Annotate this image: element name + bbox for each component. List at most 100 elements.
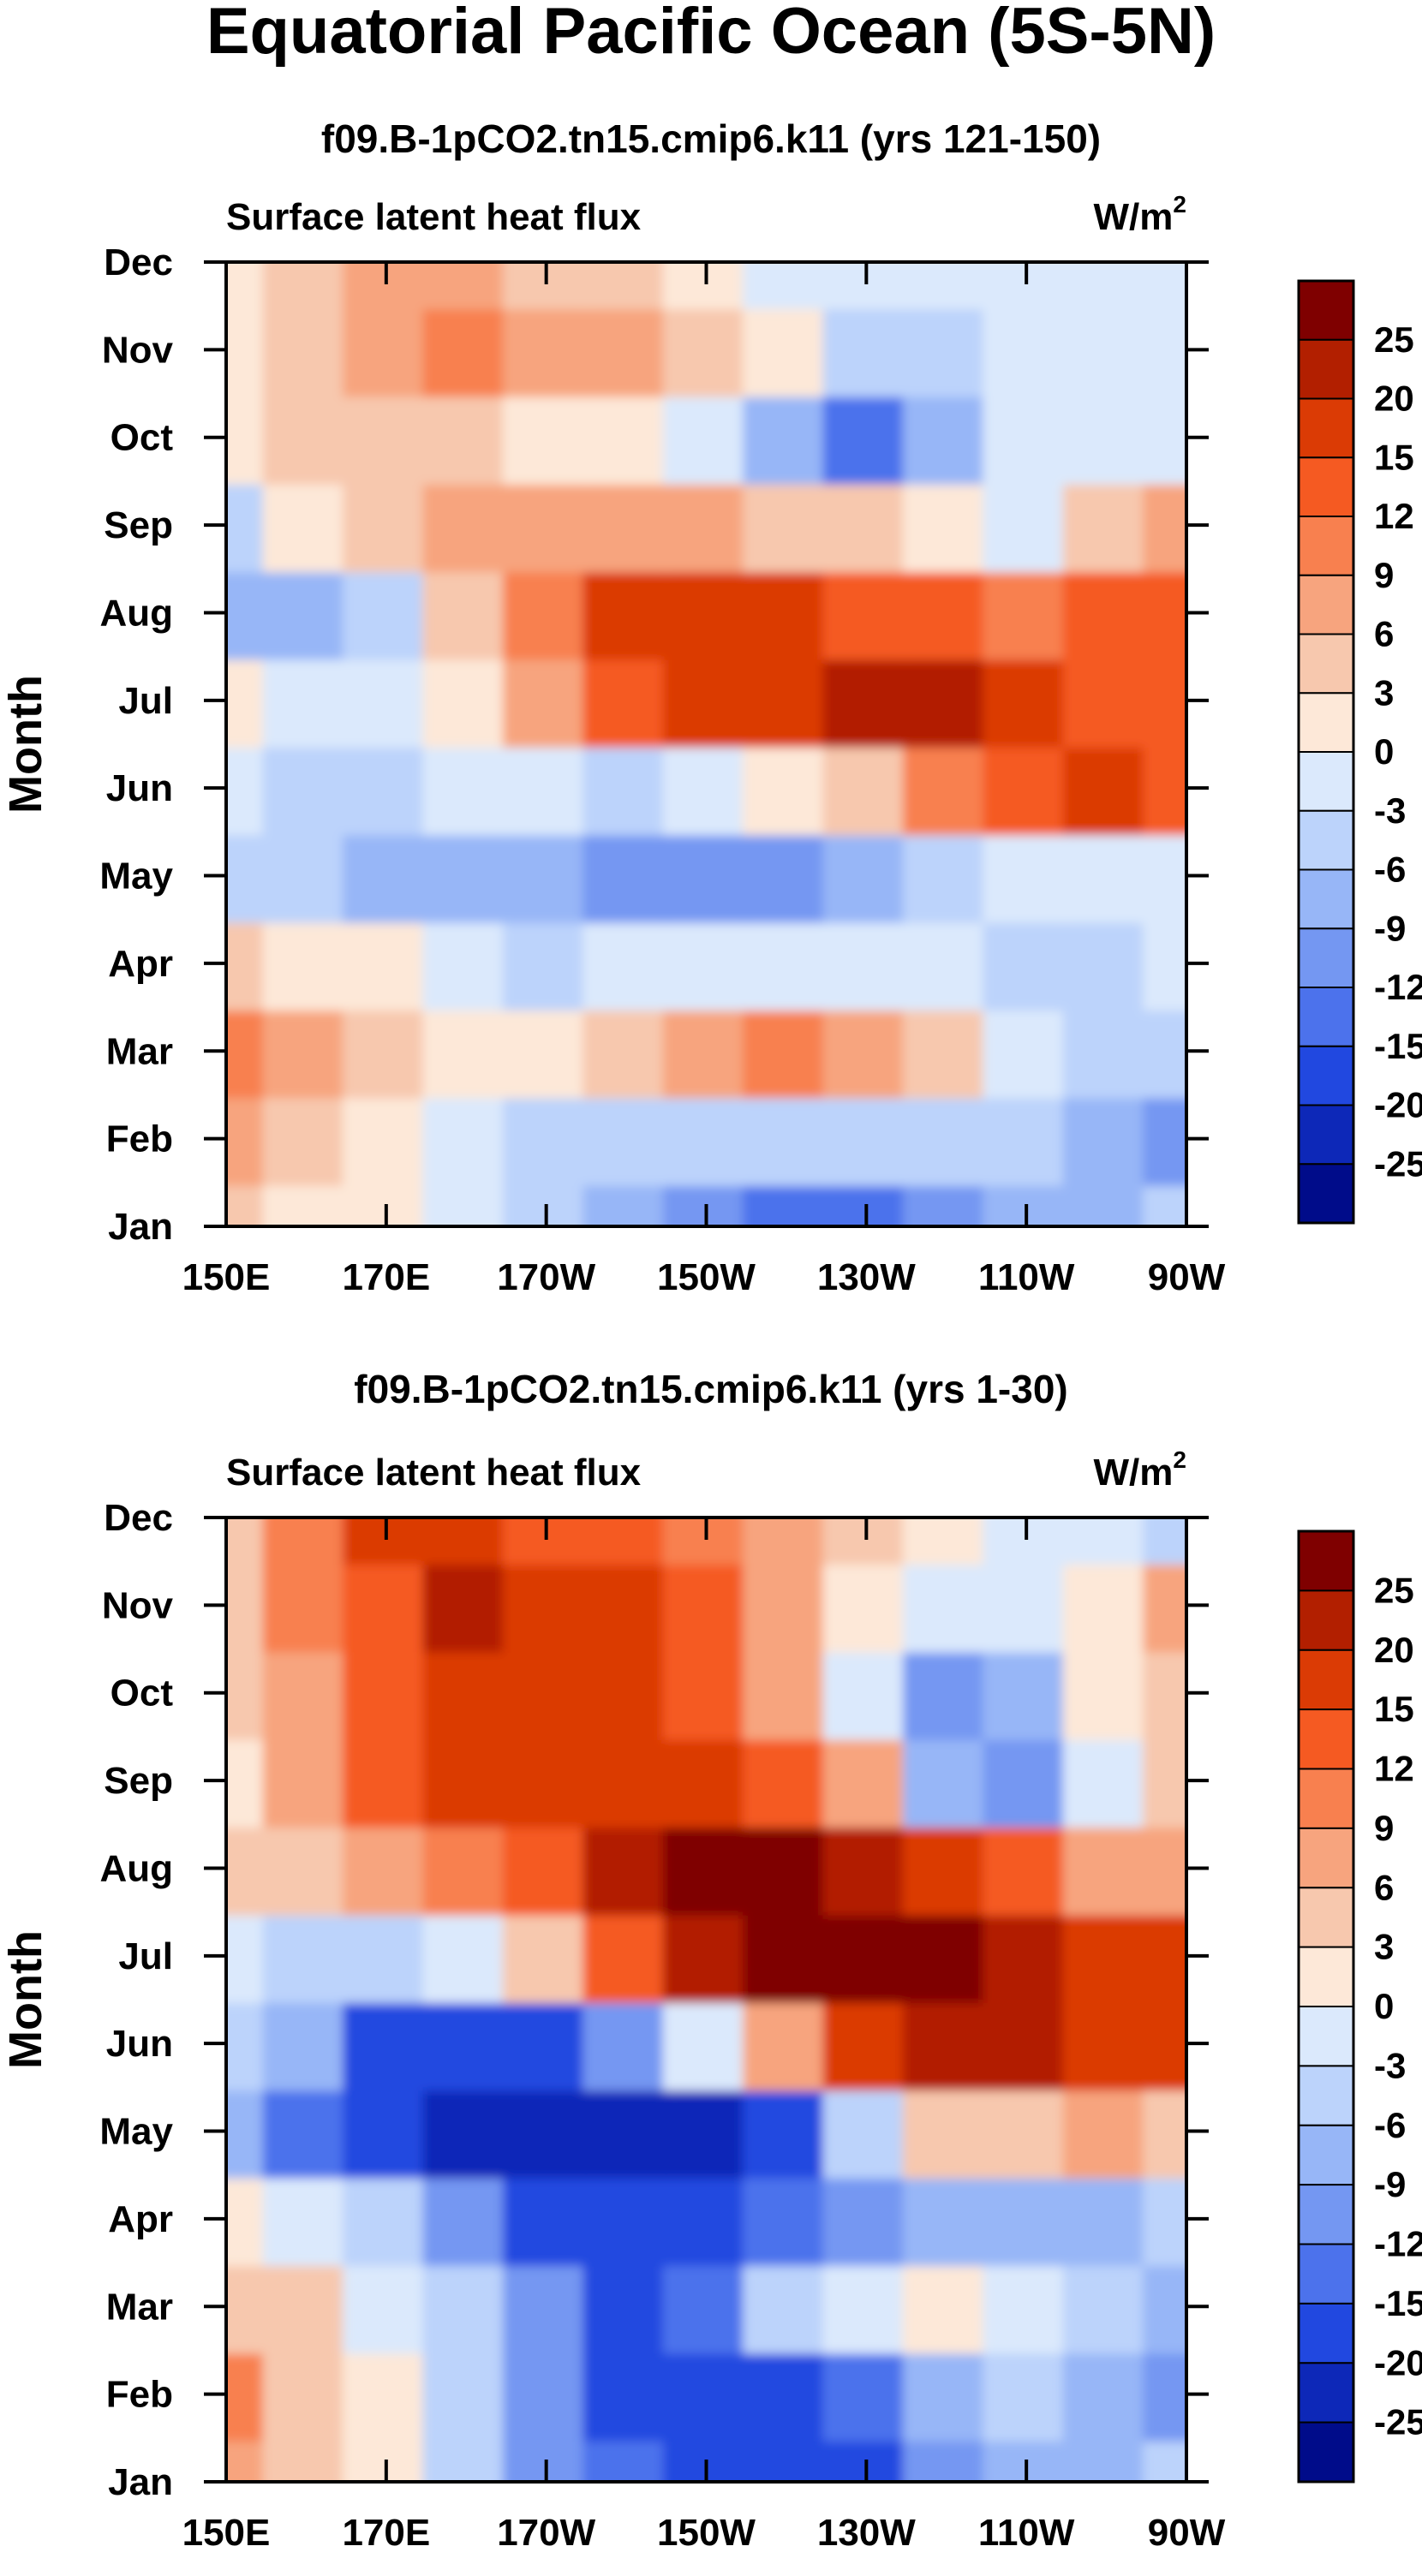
field-cell xyxy=(903,653,990,748)
field-cell xyxy=(226,477,270,573)
panel-2-x-axis: 150E 170E 170W 150W 130W 110W 90W xyxy=(182,1518,1226,2554)
field-cell xyxy=(1062,653,1150,748)
colorbar-label: -25 xyxy=(1374,1143,1422,1184)
field-cell xyxy=(903,915,990,1011)
field-cell xyxy=(1143,1091,1186,1186)
field-cell xyxy=(1062,302,1150,397)
field-cell xyxy=(503,2346,590,2442)
field-cell xyxy=(822,1821,910,1916)
colorbar-swatch xyxy=(1298,2184,1354,2245)
field-cell xyxy=(903,741,990,836)
panel-1-units-text: W/m xyxy=(1094,196,1174,238)
field-cell xyxy=(262,1004,350,1099)
field-cell xyxy=(822,1558,910,1653)
colorbar-label: 3 xyxy=(1374,1927,1394,1967)
colorbar-swatch xyxy=(1298,1708,1354,1770)
field-cell xyxy=(226,565,270,660)
field-cell xyxy=(1143,390,1186,485)
field-cell xyxy=(1143,477,1186,573)
field-cell xyxy=(1143,302,1186,397)
field-cell xyxy=(743,2259,830,2354)
panel-2-colorbar: 25 20 15 12 9 6 3 0 -3 -6 -9 -12 -15 -20 -25 xyxy=(1297,1530,1422,2484)
y-tick-label: Jul xyxy=(118,680,173,722)
field-cell xyxy=(1143,1908,1186,2003)
field-cell xyxy=(822,1645,910,1740)
field-cell xyxy=(583,262,670,310)
colorbar-swatch xyxy=(1298,927,1354,989)
field-cell xyxy=(822,1732,910,1828)
field-cell xyxy=(583,1518,670,1565)
field-cell xyxy=(503,2259,590,2354)
field-cell xyxy=(343,828,430,923)
field-cell xyxy=(226,2171,270,2267)
field-cell xyxy=(422,915,510,1011)
field-cell xyxy=(1062,1178,1150,1226)
field-cell xyxy=(822,2259,910,2354)
field-cell xyxy=(1143,2259,1186,2354)
field-cell xyxy=(343,1645,430,1740)
field-cell xyxy=(662,915,750,1011)
field-cell xyxy=(422,2259,510,2354)
field-cell xyxy=(1062,2259,1150,2354)
field-cell xyxy=(822,653,910,748)
colorbar-swatch xyxy=(1298,2006,1354,2067)
field-cell xyxy=(422,1558,510,1653)
field-cell xyxy=(743,915,830,1011)
field-cell xyxy=(503,915,590,1011)
colorbar-swatch xyxy=(1298,516,1354,576)
field-cell xyxy=(662,565,750,660)
field-cell xyxy=(743,828,830,923)
field-cell xyxy=(1062,390,1150,485)
y-tick-label: Feb xyxy=(106,1118,173,1160)
colorbar-label: 9 xyxy=(1374,1808,1394,1848)
field-cell xyxy=(422,828,510,923)
field-cell xyxy=(583,741,670,836)
field-cell xyxy=(1143,1004,1186,1099)
colorbar-swatch xyxy=(1298,1827,1354,1889)
field-cell xyxy=(743,1178,830,1226)
field-cell xyxy=(1143,1178,1186,1226)
field-cell xyxy=(583,1996,670,2091)
field-cell xyxy=(226,1996,270,2091)
field-cell xyxy=(1143,1518,1186,1565)
field-cell xyxy=(262,2259,350,2354)
field-cell xyxy=(1062,1518,1150,1565)
field-cell xyxy=(422,741,510,836)
colorbar-label: 12 xyxy=(1374,1749,1414,1789)
field-cell xyxy=(422,1518,510,1565)
colorbar-swatch xyxy=(1298,2362,1354,2424)
field-cell xyxy=(1062,2084,1150,2179)
field-cell xyxy=(1143,1732,1186,1828)
x-tick-label: 90W xyxy=(1148,2512,1226,2554)
field-cell xyxy=(983,1908,1070,2003)
y-tick-label: Apr xyxy=(108,2198,173,2240)
colorbar-swatch xyxy=(1298,574,1354,635)
colorbar-swatch xyxy=(1298,868,1354,930)
field-cell xyxy=(822,741,910,836)
field-cell xyxy=(822,302,910,397)
field-cell xyxy=(1062,565,1150,660)
field-cell xyxy=(343,2171,430,2267)
field-cell xyxy=(822,1004,910,1099)
field-cell xyxy=(1143,741,1186,836)
colorbar-label: 25 xyxy=(1374,319,1414,360)
field-cell xyxy=(503,1091,590,1186)
colorbar-label: -12 xyxy=(1374,967,1422,1007)
field-cell xyxy=(743,1996,830,2091)
field-cell xyxy=(1143,565,1186,660)
field-cell xyxy=(226,390,270,485)
field-cell xyxy=(262,1821,350,1916)
colorbar-label: -15 xyxy=(1374,1026,1422,1066)
field-cell xyxy=(262,828,350,923)
field-cell xyxy=(903,1645,990,1740)
field-cell xyxy=(343,1996,430,2091)
field-cell xyxy=(422,1645,510,1740)
x-tick-label: 170E xyxy=(342,1256,430,1298)
field-cell xyxy=(743,302,830,397)
field-cell xyxy=(822,2346,910,2442)
panel-2-contour-field xyxy=(226,1518,1186,2482)
field-cell xyxy=(422,477,510,573)
field-cell xyxy=(226,2084,270,2179)
panel-2-variable-label: Surface latent heat flux xyxy=(226,1452,642,1494)
y-tick-label: Aug xyxy=(99,1847,173,1889)
